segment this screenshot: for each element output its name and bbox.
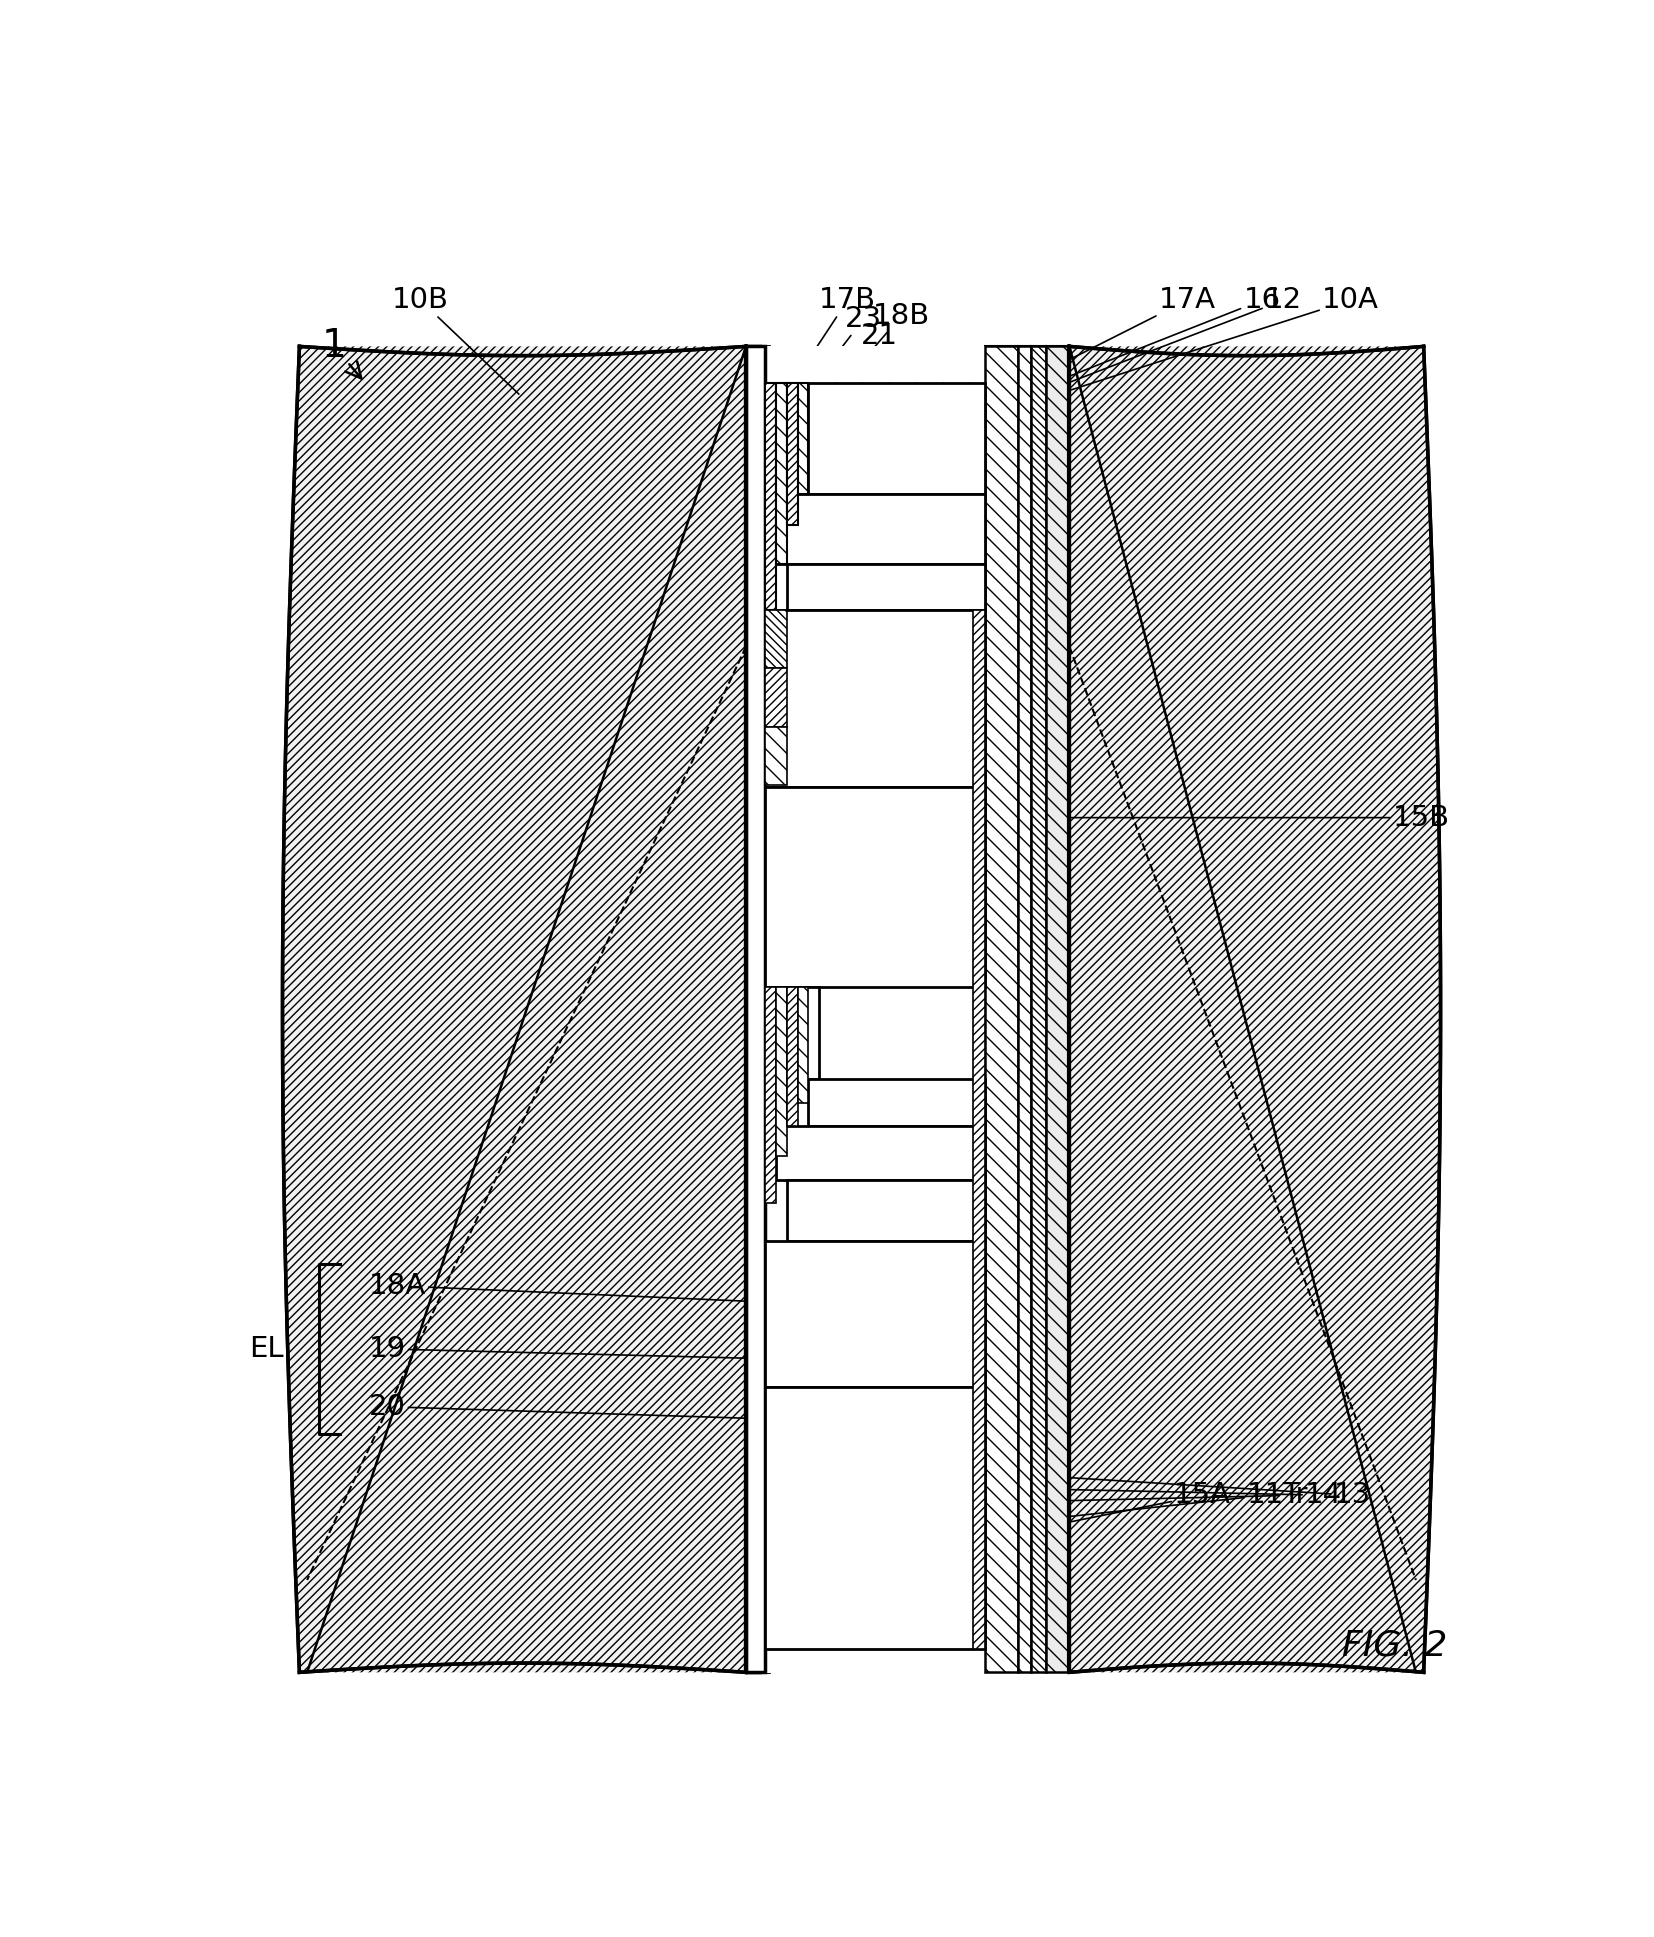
Text: FIG. 2: FIG. 2 [1343,1629,1447,1662]
Text: Tr: Tr [973,1482,1308,1509]
Polygon shape [759,384,769,455]
Polygon shape [797,384,984,509]
Polygon shape [766,988,819,1079]
Text: 20: 20 [369,1393,746,1420]
Polygon shape [766,988,776,1203]
Polygon shape [766,668,787,726]
Polygon shape [787,1180,984,1242]
Polygon shape [746,736,759,860]
Polygon shape [746,345,1070,1674]
Polygon shape [779,384,787,556]
Polygon shape [769,384,781,540]
Text: 10A: 10A [1059,287,1379,393]
Polygon shape [809,384,984,494]
Polygon shape [809,1079,984,1125]
Polygon shape [766,1387,984,1648]
Polygon shape [283,347,746,1672]
Text: 10B: 10B [392,287,519,393]
Polygon shape [787,384,797,610]
Text: 13: 13 [981,1472,1371,1509]
Polygon shape [973,610,984,1648]
Polygon shape [746,1180,827,1311]
Text: 23: 23 [776,304,882,432]
Polygon shape [984,347,1017,1672]
Polygon shape [766,786,984,988]
Polygon shape [746,1079,789,1180]
Polygon shape [746,347,766,1672]
Polygon shape [787,564,984,610]
Text: 15B: 15B [1059,804,1451,831]
Text: EL: EL [250,1335,283,1364]
Polygon shape [746,610,759,736]
Polygon shape [766,1242,984,1387]
Text: 1: 1 [321,327,361,378]
Polygon shape [787,384,797,525]
Text: 17A: 17A [1001,287,1216,393]
Polygon shape [1017,347,1030,1672]
Text: 12: 12 [1039,287,1302,393]
Polygon shape [797,384,809,494]
Text: 17B: 17B [766,287,877,424]
Polygon shape [776,988,787,1156]
Polygon shape [746,610,984,988]
Polygon shape [758,486,984,548]
Polygon shape [1030,347,1047,1672]
Polygon shape [776,384,787,564]
Polygon shape [769,384,779,509]
Polygon shape [766,384,776,610]
Polygon shape [792,384,984,486]
Polygon shape [746,1426,903,1542]
Polygon shape [746,1311,865,1426]
Polygon shape [746,860,759,986]
Polygon shape [781,384,792,556]
Text: 18B: 18B [797,302,930,436]
Polygon shape [746,347,759,1672]
Polygon shape [776,494,984,564]
Polygon shape [1017,347,1030,1672]
Polygon shape [984,347,1017,1672]
Polygon shape [1070,347,1441,1672]
Text: 21: 21 [787,322,898,436]
Text: 11: 11 [981,1482,1285,1526]
Polygon shape [746,988,759,1079]
Polygon shape [746,384,758,509]
Polygon shape [1047,347,1070,1672]
Polygon shape [766,610,787,668]
Polygon shape [766,610,984,786]
Polygon shape [787,988,797,1125]
Polygon shape [776,1125,984,1180]
Polygon shape [797,988,809,1102]
Text: 16: 16 [1024,287,1280,393]
Polygon shape [746,347,769,1672]
Polygon shape [766,726,787,784]
Text: 14: 14 [978,1482,1341,1509]
Polygon shape [758,384,769,525]
Polygon shape [746,988,984,1633]
Polygon shape [1030,347,1047,1672]
Text: 19: 19 [369,1335,746,1364]
Text: 18A: 18A [369,1273,746,1302]
Polygon shape [746,1542,943,1633]
Polygon shape [1047,347,1070,1672]
Text: 15A: 15A [973,1482,1231,1542]
Polygon shape [797,509,984,610]
